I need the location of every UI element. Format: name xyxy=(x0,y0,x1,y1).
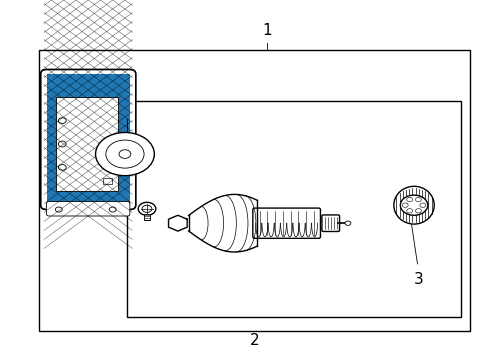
Text: 1: 1 xyxy=(262,23,272,38)
Circle shape xyxy=(407,209,413,213)
Circle shape xyxy=(142,205,152,212)
Bar xyxy=(103,139,112,144)
Bar xyxy=(144,214,150,220)
Text: 3: 3 xyxy=(414,272,424,287)
Circle shape xyxy=(58,141,66,147)
FancyBboxPatch shape xyxy=(41,69,136,210)
Circle shape xyxy=(416,209,421,213)
FancyBboxPatch shape xyxy=(253,208,320,238)
Bar xyxy=(127,101,461,317)
Circle shape xyxy=(109,207,116,212)
Circle shape xyxy=(55,207,62,212)
Circle shape xyxy=(400,195,428,215)
Circle shape xyxy=(416,197,421,202)
Text: 2: 2 xyxy=(250,333,260,348)
Polygon shape xyxy=(189,194,257,252)
Bar xyxy=(39,50,470,331)
FancyBboxPatch shape xyxy=(47,202,130,216)
Circle shape xyxy=(96,132,154,176)
Bar xyxy=(47,74,130,205)
Circle shape xyxy=(138,202,156,215)
Circle shape xyxy=(420,203,426,207)
Circle shape xyxy=(58,165,66,170)
Circle shape xyxy=(407,197,413,202)
Circle shape xyxy=(58,118,66,123)
Circle shape xyxy=(119,150,131,158)
Circle shape xyxy=(106,140,144,168)
Circle shape xyxy=(345,221,351,225)
Bar xyxy=(103,178,112,184)
Ellipse shape xyxy=(394,186,434,224)
FancyBboxPatch shape xyxy=(322,215,340,231)
Circle shape xyxy=(402,203,408,207)
Bar xyxy=(56,97,118,191)
Polygon shape xyxy=(169,215,187,231)
